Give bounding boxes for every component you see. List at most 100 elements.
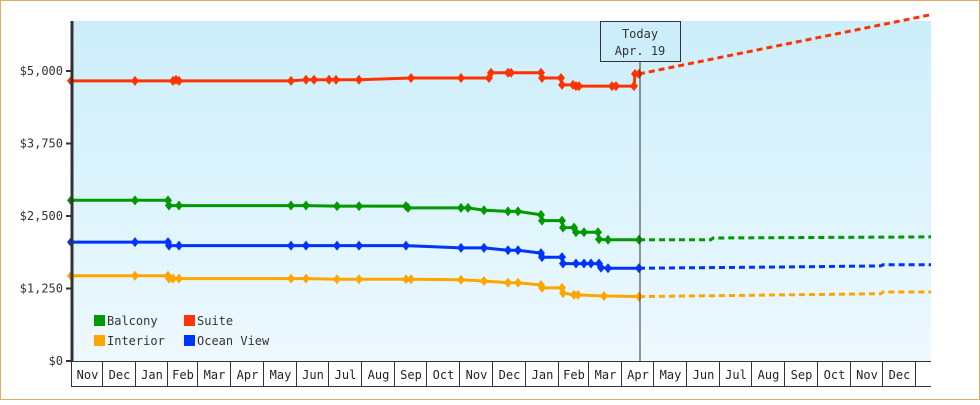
data-point-marker[interactable] — [287, 200, 295, 211]
data-point-marker[interactable] — [572, 227, 580, 238]
data-point-marker[interactable] — [600, 291, 608, 302]
data-point-marker[interactable] — [302, 74, 310, 85]
data-point-marker[interactable] — [630, 81, 638, 92]
data-point-marker[interactable] — [302, 273, 310, 284]
data-point-marker[interactable] — [325, 74, 333, 85]
data-point-marker[interactable] — [287, 273, 295, 284]
legend-item-suite[interactable]: Suite — [184, 314, 233, 328]
data-point-marker[interactable] — [558, 79, 566, 90]
data-point-marker[interactable] — [597, 262, 605, 273]
data-point-marker[interactable] — [504, 277, 512, 288]
data-point-marker[interactable] — [559, 222, 567, 233]
data-point-marker[interactable] — [302, 200, 310, 211]
data-point-marker[interactable] — [402, 274, 410, 285]
data-point-marker[interactable] — [575, 81, 583, 92]
data-point-marker[interactable] — [538, 252, 546, 263]
data-point-marker[interactable] — [480, 242, 488, 253]
series-layer — [67, 13, 932, 302]
series-projection — [639, 235, 932, 242]
month-label: Nov — [856, 368, 878, 382]
series-ocean-view — [67, 237, 931, 274]
data-point-marker[interactable] — [175, 75, 183, 86]
data-point-marker[interactable] — [514, 245, 522, 256]
data-point-marker[interactable] — [333, 274, 341, 285]
data-point-marker[interactable] — [595, 234, 603, 245]
data-point-marker[interactable] — [559, 288, 567, 299]
data-point-marker[interactable] — [175, 200, 183, 211]
series-suite — [67, 13, 932, 92]
data-point-marker[interactable] — [332, 74, 340, 85]
data-point-marker[interactable] — [635, 263, 643, 274]
data-point-marker[interactable] — [635, 234, 643, 245]
month-label: Sep — [400, 368, 422, 382]
data-point-marker[interactable] — [572, 258, 580, 269]
data-point-marker[interactable] — [355, 74, 363, 85]
data-point-marker[interactable] — [538, 72, 546, 83]
data-point-marker[interactable] — [594, 227, 602, 238]
data-point-marker[interactable] — [302, 240, 310, 251]
data-point-marker[interactable] — [402, 240, 410, 251]
today-marker: Today Apr. 19 — [600, 21, 681, 361]
data-point-marker[interactable] — [612, 81, 620, 92]
data-point-marker[interactable] — [355, 201, 363, 212]
data-point-marker[interactable] — [480, 275, 488, 286]
data-point-marker[interactable] — [287, 240, 295, 251]
data-point-marker[interactable] — [635, 291, 643, 302]
month-label: May — [660, 368, 682, 382]
data-point-marker[interactable] — [480, 205, 488, 216]
data-point-marker[interactable] — [635, 68, 643, 79]
month-label: Jul — [335, 368, 357, 382]
data-point-marker[interactable] — [514, 206, 522, 217]
legend-item-balcony[interactable]: Balcony — [94, 314, 158, 328]
month-label: Jun — [693, 368, 715, 382]
data-point-marker[interactable] — [487, 67, 495, 78]
y-tick-label: $1,250 — [20, 282, 63, 296]
data-point-marker[interactable] — [464, 202, 472, 213]
data-point-marker[interactable] — [507, 67, 515, 78]
data-point-marker[interactable] — [604, 234, 612, 245]
data-point-marker[interactable] — [457, 242, 465, 253]
data-point-marker[interactable] — [310, 74, 318, 85]
data-point-marker[interactable] — [287, 75, 295, 86]
data-point-marker[interactable] — [587, 258, 595, 269]
data-point-marker[interactable] — [457, 202, 465, 213]
data-point-marker[interactable] — [355, 274, 363, 285]
data-point-marker[interactable] — [574, 289, 582, 300]
data-point-marker[interactable] — [504, 206, 512, 217]
data-point-marker[interactable] — [165, 240, 173, 251]
data-point-marker[interactable] — [175, 273, 183, 284]
data-point-marker[interactable] — [557, 72, 565, 83]
data-point-marker[interactable] — [514, 277, 522, 288]
month-label: Sep — [791, 368, 813, 382]
data-point-marker[interactable] — [355, 240, 363, 251]
data-point-marker[interactable] — [165, 200, 173, 211]
data-point-marker[interactable] — [407, 72, 415, 83]
legend-item-interior[interactable]: Interior — [94, 334, 165, 348]
data-point-marker[interactable] — [169, 273, 177, 284]
data-point-marker[interactable] — [559, 258, 567, 269]
data-point-marker[interactable] — [407, 274, 415, 285]
data-point-marker[interactable] — [404, 202, 412, 213]
data-point-marker[interactable] — [333, 240, 341, 251]
data-point-marker[interactable] — [333, 201, 341, 212]
data-point-marker[interactable] — [131, 195, 139, 206]
legend-label: Ocean View — [197, 334, 270, 348]
data-point-marker[interactable] — [131, 75, 139, 86]
data-point-marker[interactable] — [558, 252, 566, 263]
month-label: Dec — [889, 368, 911, 382]
data-point-marker[interactable] — [580, 258, 588, 269]
data-point-marker[interactable] — [175, 240, 183, 251]
data-point-marker[interactable] — [457, 274, 465, 285]
data-point-marker[interactable] — [558, 215, 566, 226]
data-point-marker[interactable] — [538, 215, 546, 226]
data-point-marker[interactable] — [131, 270, 139, 281]
data-point-marker[interactable] — [131, 237, 139, 248]
data-point-marker[interactable] — [580, 227, 588, 238]
legend-item-ocean-view[interactable]: Ocean View — [184, 334, 270, 348]
data-point-marker[interactable] — [604, 263, 612, 274]
legend-label: Suite — [197, 314, 233, 328]
data-point-marker[interactable] — [538, 282, 546, 293]
data-point-marker[interactable] — [457, 72, 465, 83]
data-point-marker[interactable] — [504, 245, 512, 256]
